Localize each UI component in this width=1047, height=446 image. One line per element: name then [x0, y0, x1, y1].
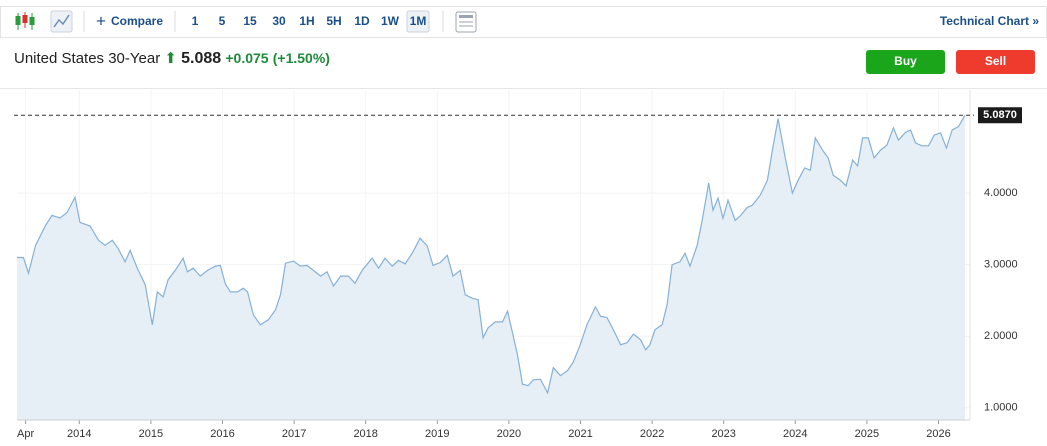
- x-tick-label: 2017: [282, 428, 306, 440]
- x-tick-label: 2022: [640, 428, 664, 440]
- x-tick-label: 2014: [67, 428, 91, 440]
- change: +0.075: [225, 50, 268, 66]
- change-percent: (+1.50%): [273, 50, 330, 66]
- x-tick-label: 2025: [855, 428, 879, 440]
- area-fill: [17, 115, 965, 420]
- price-line: [17, 114, 966, 395]
- candle-icon[interactable]: [15, 12, 35, 30]
- interval-button[interactable]: 1W: [381, 14, 400, 28]
- x-tick-label: 2023: [711, 428, 735, 440]
- up-arrow: ⬆: [164, 50, 177, 67]
- x-tick-label: 2026: [926, 428, 950, 440]
- interval-button[interactable]: 15: [243, 14, 257, 28]
- interval-button[interactable]: 1M: [410, 14, 427, 28]
- y-tick-label: 1.0000: [984, 402, 1018, 414]
- price: 5.088: [181, 50, 221, 67]
- interval-button[interactable]: 5H: [326, 14, 341, 28]
- x-tick-label: Apr: [17, 428, 34, 440]
- interval-button[interactable]: 30: [272, 14, 286, 28]
- layout-icon[interactable]: [455, 11, 477, 33]
- interval-button[interactable]: 5: [219, 14, 226, 28]
- instrument-header: United States 30-Year ⬆ 5.088 +0.075 (+1…: [14, 50, 330, 68]
- x-tick-label: 2019: [425, 428, 449, 440]
- sell-button[interactable]: [956, 50, 1035, 74]
- buy-label[interactable]: Buy: [894, 54, 917, 68]
- y-tick-label: 4.0000: [984, 187, 1018, 199]
- x-tick-label: 2024: [783, 428, 807, 440]
- y-tick-label: 3.0000: [984, 259, 1018, 271]
- active-interval-box: [406, 10, 430, 33]
- last-price-label: 5.0870: [983, 109, 1017, 121]
- interval-button[interactable]: 1D: [354, 14, 370, 28]
- technical-chart-link[interactable]: Technical Chart »: [940, 14, 1039, 28]
- x-tick-label: 2016: [210, 428, 234, 440]
- area-icon[interactable]: [50, 10, 73, 33]
- y-tick-label: 2.0000: [984, 330, 1018, 342]
- x-tick-label: 2020: [497, 428, 521, 440]
- instrument-name: United States 30-Year: [14, 50, 160, 67]
- x-tick-label: 2021: [568, 428, 592, 440]
- x-tick-label: 2015: [139, 428, 163, 440]
- last-price-box: [978, 107, 1022, 124]
- interval-button[interactable]: 1H: [299, 14, 314, 28]
- interval-button[interactable]: 1: [192, 14, 199, 28]
- x-tick-label: 2018: [353, 428, 377, 440]
- compare-button[interactable]: Compare: [111, 14, 163, 28]
- buy-button[interactable]: [866, 50, 945, 74]
- sell-label[interactable]: Sell: [985, 54, 1006, 68]
- plus-icon[interactable]: +: [96, 11, 106, 30]
